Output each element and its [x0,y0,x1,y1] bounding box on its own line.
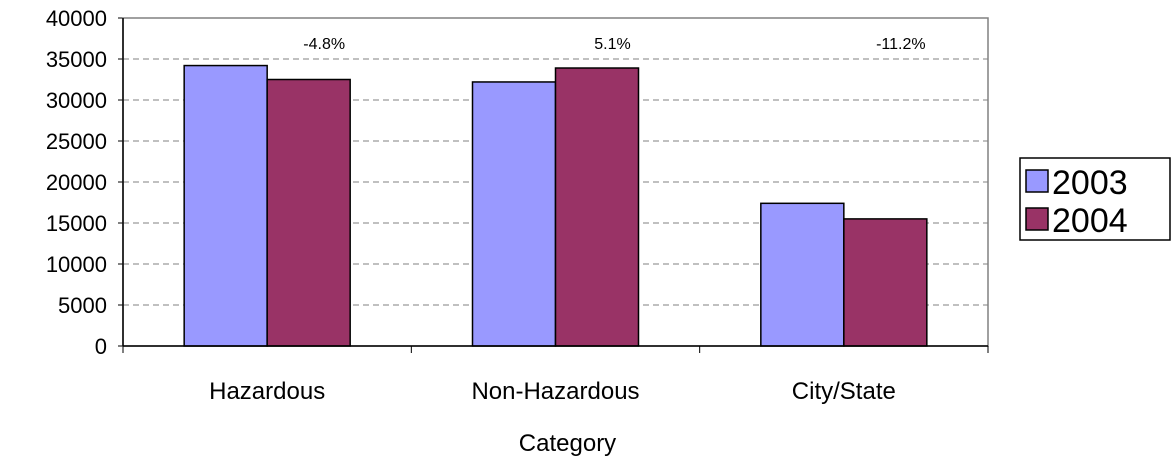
y-tick-labels: 0 5000 10000 15000 20000 25000 30000 35000 40000 [46,6,107,359]
x-axis-title: Category [519,430,616,457]
bar-2003-non-hazardous [471,81,557,347]
axes [122,18,989,353]
bar-2004-city-state [843,218,928,347]
change-annotation: -11.2% [876,36,926,53]
bar-2004-non-hazardous [554,67,640,347]
bar-2003-city-state [760,202,845,347]
category-label: Non-Hazardous [471,378,639,405]
bars [183,64,928,347]
y-tick-label: 40000 [46,6,107,31]
y-tick-label: 0 [95,334,107,359]
legend-swatch [1025,169,1049,193]
category-labels: Hazardous Non-Hazardous City/State [209,378,896,405]
y-tick-label: 35000 [46,47,107,72]
y-tick-label: 15000 [46,211,107,236]
y-tick-label: 10000 [46,252,107,277]
legend-label: 2003 [1052,164,1128,202]
change-annotation: -4.8% [303,36,345,53]
legend-swatch [1025,207,1049,231]
legend-label: 2004 [1052,202,1128,240]
y-tick-label: 25000 [46,129,107,154]
category-label: City/State [792,378,896,405]
annotations: -4.8% 5.1% -11.2% [303,36,925,53]
change-annotation: 5.1% [594,36,630,53]
bar-2003-hazardous [183,64,268,347]
category-label: Hazardous [209,378,325,405]
y-tick-label: 20000 [46,170,107,195]
y-tick-label: 5000 [58,293,107,318]
y-tick-label: 30000 [46,88,107,113]
bar-2004-hazardous [266,78,351,347]
